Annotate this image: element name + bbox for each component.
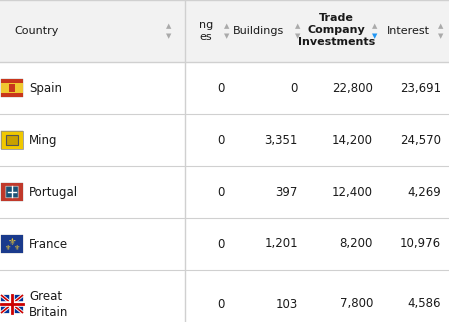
Bar bbox=[1, 183, 23, 201]
Bar bbox=[1, 131, 23, 149]
Bar bbox=[1, 183, 23, 201]
Bar bbox=[1, 295, 23, 313]
Text: ⚜: ⚜ bbox=[13, 245, 19, 251]
Text: 103: 103 bbox=[276, 298, 298, 310]
Text: ▲: ▲ bbox=[295, 23, 301, 29]
Text: 0: 0 bbox=[218, 298, 225, 310]
Text: 0: 0 bbox=[218, 238, 225, 251]
Text: France: France bbox=[29, 238, 68, 251]
Text: ▼: ▼ bbox=[295, 33, 301, 39]
Text: ▲: ▲ bbox=[372, 23, 378, 29]
Text: Interest: Interest bbox=[387, 26, 430, 36]
Bar bbox=[0, 114, 449, 166]
Bar bbox=[0, 166, 449, 218]
Text: 0: 0 bbox=[291, 81, 298, 94]
Text: 24,570: 24,570 bbox=[400, 134, 441, 147]
Text: ▲: ▲ bbox=[438, 23, 444, 29]
Text: 3,351: 3,351 bbox=[264, 134, 298, 147]
Bar bbox=[6, 135, 18, 145]
Bar bbox=[1, 79, 23, 97]
Bar bbox=[1, 235, 23, 253]
Bar bbox=[1, 83, 23, 93]
Text: Company: Company bbox=[308, 25, 365, 35]
Text: Ming: Ming bbox=[29, 134, 57, 147]
Bar bbox=[1, 131, 23, 149]
Text: ⚜: ⚜ bbox=[8, 237, 16, 247]
Text: 12,400: 12,400 bbox=[332, 185, 373, 198]
Text: 10,976: 10,976 bbox=[400, 238, 441, 251]
Text: 22,800: 22,800 bbox=[332, 81, 373, 94]
Text: Investments: Investments bbox=[298, 37, 375, 47]
Text: ⚜: ⚜ bbox=[4, 245, 11, 251]
Text: ▼: ▼ bbox=[224, 33, 230, 39]
Text: Buildings: Buildings bbox=[233, 26, 284, 36]
Text: 23,691: 23,691 bbox=[400, 81, 441, 94]
Text: 14,200: 14,200 bbox=[332, 134, 373, 147]
Text: Spain: Spain bbox=[29, 81, 62, 94]
Text: 1,201: 1,201 bbox=[264, 238, 298, 251]
Text: Country: Country bbox=[14, 26, 58, 36]
Text: ▼: ▼ bbox=[438, 33, 444, 39]
Text: 0: 0 bbox=[218, 185, 225, 198]
Bar bbox=[1, 131, 23, 149]
FancyBboxPatch shape bbox=[6, 186, 18, 198]
Text: Great
Britain: Great Britain bbox=[29, 289, 68, 318]
Text: ▲: ▲ bbox=[224, 23, 230, 29]
Text: 0: 0 bbox=[218, 81, 225, 94]
Text: Portugal: Portugal bbox=[29, 185, 78, 198]
Bar bbox=[1, 235, 23, 253]
Text: 8,200: 8,200 bbox=[339, 238, 373, 251]
Text: ng: ng bbox=[199, 20, 213, 30]
Text: 0: 0 bbox=[218, 134, 225, 147]
Bar bbox=[9, 84, 15, 92]
Text: ▲: ▲ bbox=[166, 23, 172, 29]
Bar bbox=[0, 270, 449, 322]
Text: Trade: Trade bbox=[319, 13, 354, 23]
Text: 397: 397 bbox=[276, 185, 298, 198]
Text: es: es bbox=[200, 32, 212, 42]
Text: 7,800: 7,800 bbox=[339, 298, 373, 310]
Text: ▼: ▼ bbox=[166, 33, 172, 39]
Bar bbox=[0, 218, 449, 270]
Text: 4,586: 4,586 bbox=[408, 298, 441, 310]
Bar bbox=[1, 295, 23, 313]
Bar bbox=[0, 0, 449, 62]
Bar bbox=[1, 79, 23, 97]
Text: ▼: ▼ bbox=[372, 33, 378, 39]
Bar bbox=[0, 62, 449, 114]
Text: 4,269: 4,269 bbox=[407, 185, 441, 198]
